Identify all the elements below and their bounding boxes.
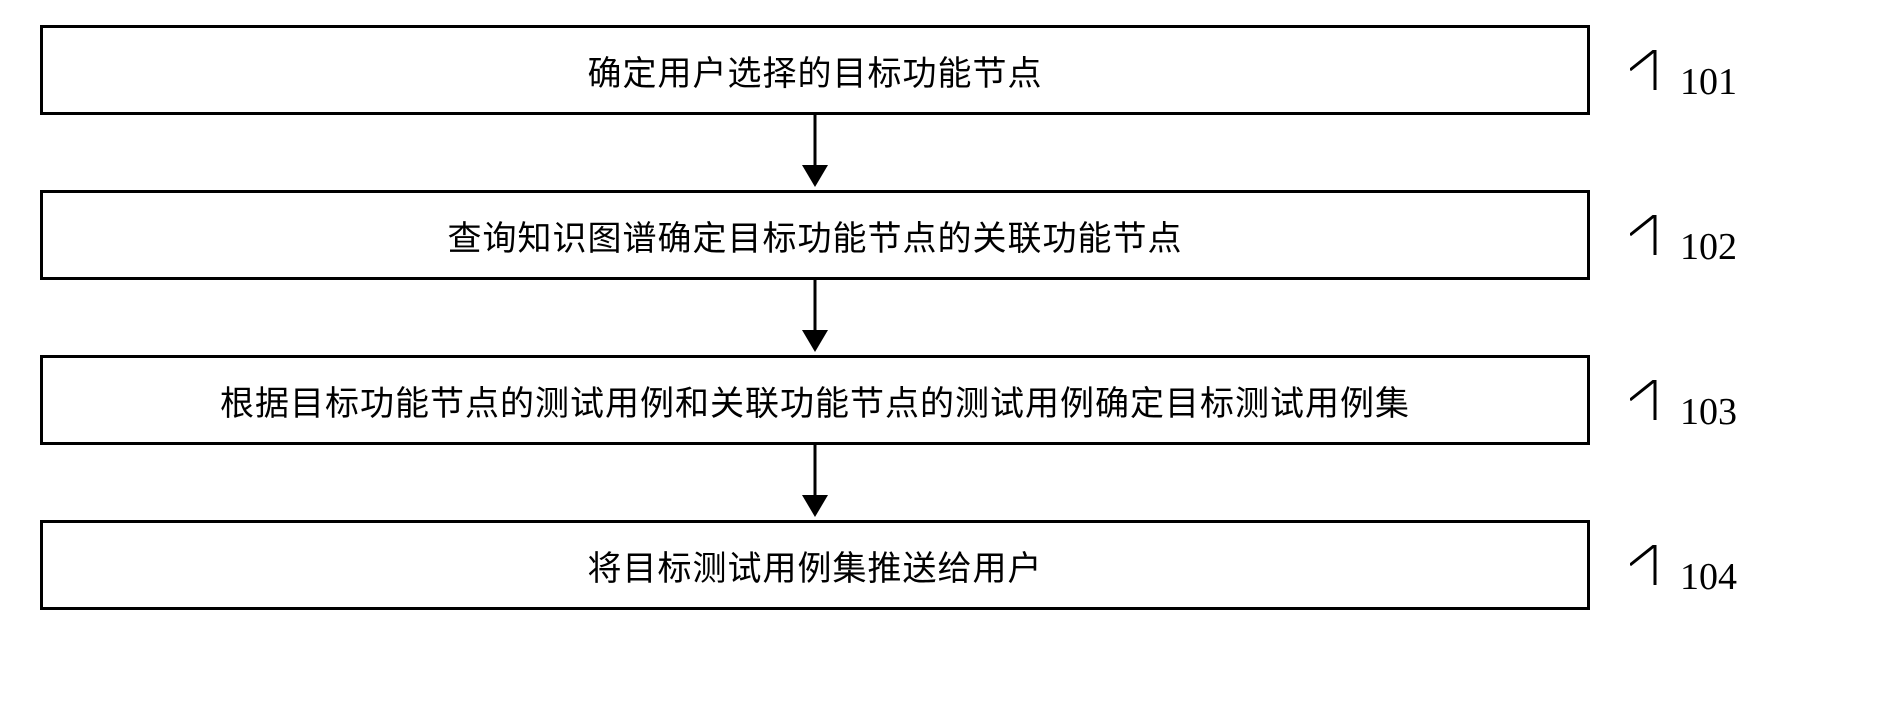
flow-arrow: [40, 445, 1590, 520]
flow-arrow: [40, 280, 1590, 355]
flow-step-101: 确定用户选择的目标功能节点: [40, 25, 1590, 115]
flow-step-102: 查询知识图谱确定目标功能节点的关联功能节点: [40, 190, 1590, 280]
label-tick-icon: [1630, 215, 1680, 265]
flow-step-text: 确定用户选择的目标功能节点: [588, 46, 1043, 95]
flow-step-label: 103: [1680, 390, 1737, 434]
flowchart-container: 确定用户选择的目标功能节点 101 查询知识图谱确定目标功能节点的关联功能节点 …: [40, 25, 1590, 610]
label-tick-icon: [1630, 545, 1680, 595]
flow-step-text: 查询知识图谱确定目标功能节点的关联功能节点: [448, 211, 1183, 260]
flow-step-text: 根据目标功能节点的测试用例和关联功能节点的测试用例确定目标测试用例集: [220, 376, 1410, 425]
flow-step-text: 将目标测试用例集推送给用户: [588, 541, 1043, 590]
label-tick-icon: [1630, 50, 1680, 100]
flow-step-104: 将目标测试用例集推送给用户: [40, 520, 1590, 610]
flow-step-label: 101: [1680, 60, 1737, 104]
flow-step-label: 102: [1680, 225, 1737, 269]
flow-step-label: 104: [1680, 555, 1737, 599]
flow-step-103: 根据目标功能节点的测试用例和关联功能节点的测试用例确定目标测试用例集: [40, 355, 1590, 445]
label-tick-icon: [1630, 380, 1680, 430]
flow-arrow: [40, 115, 1590, 190]
